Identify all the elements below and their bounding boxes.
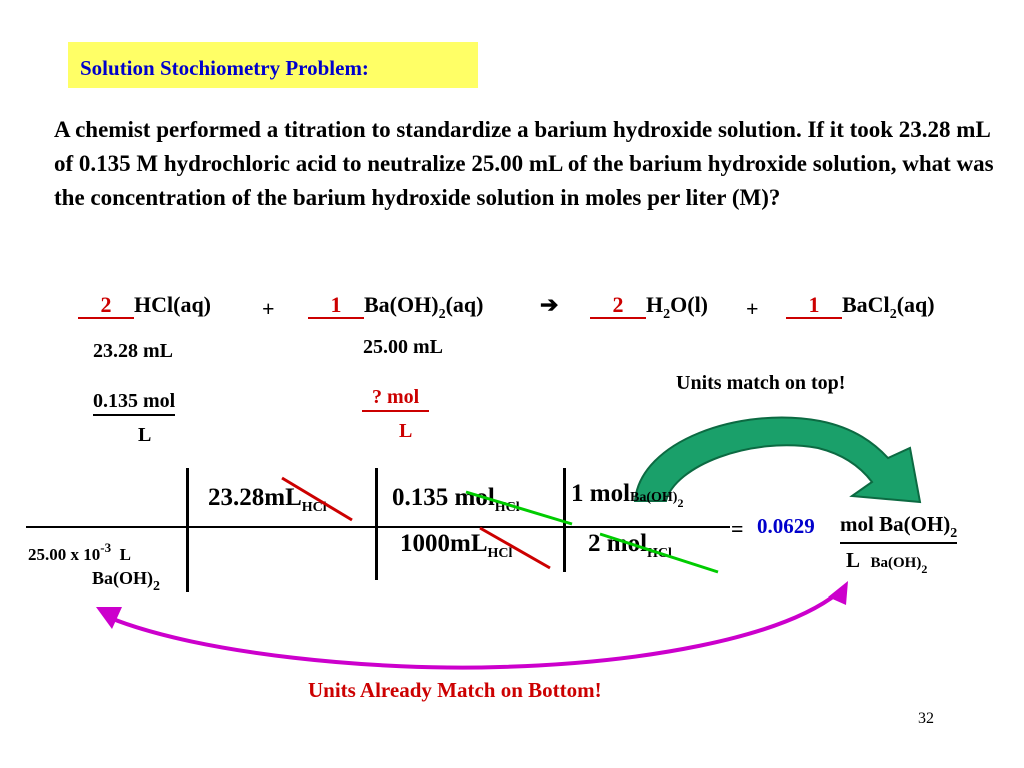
- hcl-volume: 23.28 mL: [93, 340, 173, 362]
- result-unit-bottom: L: [846, 548, 861, 572]
- cancel-line-ml-top: [281, 476, 353, 522]
- denominator-unit: L: [119, 545, 131, 564]
- grid-divider-3: [563, 468, 566, 572]
- given-baoh-species: Ba(OH)2: [92, 568, 160, 595]
- denominator-species-subscript: 2: [153, 579, 160, 594]
- cancel-line-ml-bottom: [479, 526, 551, 570]
- baoh-volume: 25.00 mL: [363, 336, 443, 358]
- cancel-line-mol-hcl-top: [465, 490, 573, 526]
- species-baoh: Ba(OH): [364, 292, 439, 317]
- term3-subscript: Ba(OH): [630, 490, 678, 505]
- term2-denominator-subscript: HCl: [487, 546, 513, 561]
- equation-term-bacl2: 1 BaCl2(aq): [786, 292, 935, 323]
- species-baoh-state: (aq): [445, 292, 484, 317]
- equation-term-hcl: 2 HCl(aq): [78, 292, 211, 319]
- species-baoh-subscript: 2: [438, 307, 446, 322]
- species-water: H: [646, 292, 664, 317]
- term3-subscript-2: 2: [677, 496, 684, 510]
- equals-sign: =: [731, 516, 744, 541]
- term3-denominator-value: 2: [588, 530, 601, 557]
- slide-number: 32: [918, 710, 934, 727]
- term1-unit: mL: [264, 484, 302, 511]
- result-value: 0.0629: [757, 514, 815, 538]
- title-box: [68, 42, 478, 88]
- problem-statement: A chemist performed a titration to stand…: [54, 117, 994, 210]
- coefficient-water: 2: [590, 293, 646, 319]
- species-bacl2: BaCl: [842, 292, 890, 317]
- term1-subscript: HCl: [301, 500, 327, 515]
- coefficient-bacl2: 1: [786, 293, 842, 319]
- denominator-species: Ba(OH): [92, 568, 153, 588]
- equation-term-baoh: 1 Ba(OH)2(aq): [308, 292, 483, 323]
- grid-divider-1: [186, 468, 189, 592]
- baoh-concentration-numerator: ? mol: [362, 386, 430, 412]
- species-water-subscript: 2: [663, 307, 671, 322]
- term2-denominator: 1000mLHCl: [400, 530, 512, 562]
- note-units-match-top: Units match on top!: [676, 372, 846, 394]
- reaction-arrow: ➔: [540, 292, 559, 317]
- slide-title: Solution Stochiometry Problem:: [80, 56, 369, 80]
- term3-value: 1: [571, 480, 584, 507]
- term1-numerator: 23.28mLHCl: [208, 484, 327, 516]
- species-water-state: O(l): [670, 292, 709, 317]
- result-unit-denominator: L Ba(OH)2: [846, 548, 927, 577]
- term2-denominator-value: 1000: [400, 530, 450, 557]
- result-unit-top-subscript: 2: [950, 526, 958, 541]
- given-baoh-volume-liters: 25.00 x 10-3 L: [28, 540, 131, 565]
- denominator-value: 25.00 x 10: [28, 545, 101, 564]
- coefficient-hcl: 2: [78, 293, 134, 319]
- species-hcl: HCl(aq): [134, 292, 211, 317]
- term1-value: 23.28: [208, 484, 265, 511]
- coefficient-baoh: 1: [308, 293, 364, 319]
- hcl-concentration-numerator: 0.135 mol: [93, 390, 176, 416]
- result-unit-bottom-subscript: 2: [921, 562, 928, 576]
- fraction-bar-main: [26, 526, 730, 528]
- result-unit-numerator: mol Ba(OH)2: [840, 512, 958, 544]
- term2-denominator-unit: mL: [450, 530, 488, 557]
- equation-term-water: 2 H2O(l): [590, 292, 708, 323]
- term3-unit: mol: [589, 480, 631, 507]
- term2-value: 0.135: [392, 484, 449, 511]
- species-bacl2-state: (aq): [896, 292, 935, 317]
- plus-sign-2: +: [746, 296, 759, 321]
- hcl-concentration-denominator: L: [138, 424, 152, 446]
- plus-sign-1: +: [262, 296, 275, 321]
- term3-numerator: 1 molBa(OH)2: [571, 480, 683, 511]
- denominator-exponent: -3: [100, 540, 112, 555]
- result-unit-top: mol Ba(OH): [840, 512, 951, 536]
- species-bacl2-subscript: 2: [889, 307, 897, 322]
- grid-divider-2: [375, 468, 378, 580]
- result-unit-bottom-species: Ba(OH): [870, 555, 922, 571]
- curved-arrow-icon: [633, 416, 922, 504]
- note-units-match-bottom: Units Already Match on Bottom!: [308, 678, 602, 702]
- baoh-concentration-denominator: L: [399, 420, 413, 442]
- cancel-line-mol-hcl-bottom: [599, 532, 719, 574]
- double-arrow-arc-icon: [96, 581, 848, 670]
